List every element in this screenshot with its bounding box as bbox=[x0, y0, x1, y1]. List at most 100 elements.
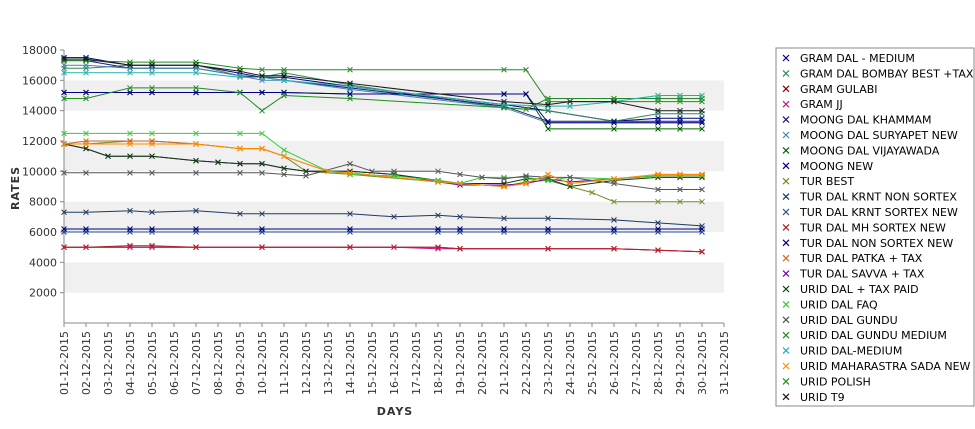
x-tick-label: 22-12-2015 bbox=[520, 331, 533, 395]
data-point bbox=[545, 107, 551, 114]
x-tick-label: 30-12-2015 bbox=[696, 331, 709, 395]
legend-marker bbox=[782, 116, 790, 124]
data-point bbox=[281, 171, 287, 178]
y-tick-label: 8000 bbox=[29, 196, 57, 209]
data-point bbox=[193, 141, 199, 147]
x-tick-label: 21-12-2015 bbox=[498, 331, 511, 395]
data-point bbox=[347, 169, 353, 176]
data-point bbox=[699, 98, 705, 105]
data-point bbox=[83, 89, 89, 96]
legend-entry: TUR DAL NON SORTEX NEW bbox=[799, 237, 953, 250]
data-point bbox=[149, 242, 155, 249]
legend-entry: TUR DAL PATKA + TAX bbox=[799, 252, 923, 265]
data-point bbox=[281, 153, 287, 160]
data-point bbox=[501, 226, 507, 232]
x-tick-label: 15-12-2015 bbox=[366, 331, 379, 395]
data-point bbox=[457, 226, 463, 232]
data-point bbox=[127, 153, 133, 160]
legend-marker bbox=[782, 131, 790, 139]
legend-entry: URID T9 bbox=[800, 391, 845, 404]
data-point bbox=[655, 226, 661, 232]
y-tick-label: 10000 bbox=[22, 165, 57, 178]
data-point bbox=[61, 226, 67, 232]
x-tick-label: 10-12-2015 bbox=[256, 331, 269, 395]
legend-marker bbox=[782, 347, 790, 355]
x-tick-label: 28-12-2015 bbox=[652, 331, 665, 395]
data-point bbox=[193, 207, 199, 214]
data-point bbox=[149, 89, 155, 96]
data-point bbox=[655, 119, 661, 126]
x-tick-label: 20-12-2015 bbox=[476, 331, 489, 395]
data-point bbox=[501, 98, 507, 105]
data-point bbox=[83, 95, 89, 102]
data-point bbox=[699, 126, 705, 132]
legend-entry: MOONG DAL KHAMMAM bbox=[800, 114, 932, 127]
series-line bbox=[64, 143, 702, 188]
data-point bbox=[699, 171, 705, 178]
series-lines bbox=[61, 54, 705, 255]
x-tick-label: 03-12-2015 bbox=[102, 331, 115, 395]
data-point bbox=[347, 244, 353, 251]
y-tick-labels: 2000 4000 6000 8000 10000 12000 14000 16000 1800… bbox=[22, 44, 64, 300]
legend-marker bbox=[782, 223, 790, 231]
data-point bbox=[677, 92, 683, 99]
series-19 bbox=[61, 69, 705, 109]
x-tick-label: 07-12-2015 bbox=[190, 331, 203, 395]
data-point bbox=[347, 210, 353, 217]
data-point bbox=[281, 66, 287, 73]
legend-marker bbox=[782, 239, 790, 247]
series-line bbox=[64, 132, 702, 185]
legend-marker bbox=[782, 300, 790, 308]
legend: GRAM DAL - MEDIUM GRAM DAL BOMBAY BEST +T… bbox=[775, 47, 975, 407]
series-17 bbox=[61, 160, 705, 193]
y-tick-label: 2000 bbox=[29, 287, 57, 300]
data-point bbox=[435, 226, 441, 232]
data-point bbox=[215, 159, 221, 166]
data-point bbox=[259, 145, 265, 152]
grid-band bbox=[64, 80, 724, 111]
series-22 bbox=[61, 56, 705, 114]
data-point bbox=[457, 245, 463, 252]
data-point bbox=[149, 169, 155, 176]
data-point bbox=[501, 176, 507, 182]
data-point bbox=[259, 107, 265, 114]
legend-entry: URID DAL + TAX PAID bbox=[800, 283, 919, 296]
legend-entry: MOONG NEW bbox=[800, 160, 873, 173]
data-point bbox=[193, 69, 199, 76]
grid-band bbox=[64, 110, 724, 141]
data-point bbox=[655, 171, 661, 178]
data-point bbox=[699, 119, 705, 126]
data-point bbox=[281, 165, 287, 172]
data-point bbox=[611, 217, 617, 223]
data-point bbox=[655, 92, 661, 99]
data-point bbox=[127, 226, 133, 232]
data-point bbox=[237, 210, 243, 217]
legend-marker bbox=[782, 85, 790, 93]
data-point bbox=[699, 226, 705, 232]
data-point bbox=[611, 119, 617, 126]
data-point bbox=[457, 213, 463, 220]
y-tick-label: 14000 bbox=[22, 105, 57, 118]
series-7 bbox=[61, 89, 705, 126]
data-point bbox=[83, 69, 89, 76]
grid-band bbox=[64, 262, 724, 293]
data-point bbox=[281, 72, 287, 79]
x-tick-label: 02-12-2015 bbox=[80, 331, 93, 395]
data-point bbox=[457, 171, 463, 178]
data-point bbox=[193, 169, 199, 176]
legend-marker bbox=[782, 254, 790, 262]
data-point bbox=[677, 126, 683, 132]
x-tick-label: 18-12-2015 bbox=[432, 331, 445, 395]
data-point bbox=[281, 77, 287, 84]
legend-marker bbox=[782, 377, 790, 385]
data-point bbox=[259, 244, 265, 251]
data-point bbox=[259, 160, 265, 167]
legend-entry: TUR DAL MH SORTEX NEW bbox=[799, 221, 946, 234]
data-point bbox=[149, 62, 155, 69]
data-point bbox=[193, 62, 199, 69]
data-point bbox=[435, 179, 441, 185]
legend-entry: GRAM DAL - MEDIUM bbox=[800, 52, 915, 65]
data-point bbox=[655, 220, 661, 226]
data-point bbox=[655, 198, 661, 205]
data-point bbox=[83, 56, 89, 62]
